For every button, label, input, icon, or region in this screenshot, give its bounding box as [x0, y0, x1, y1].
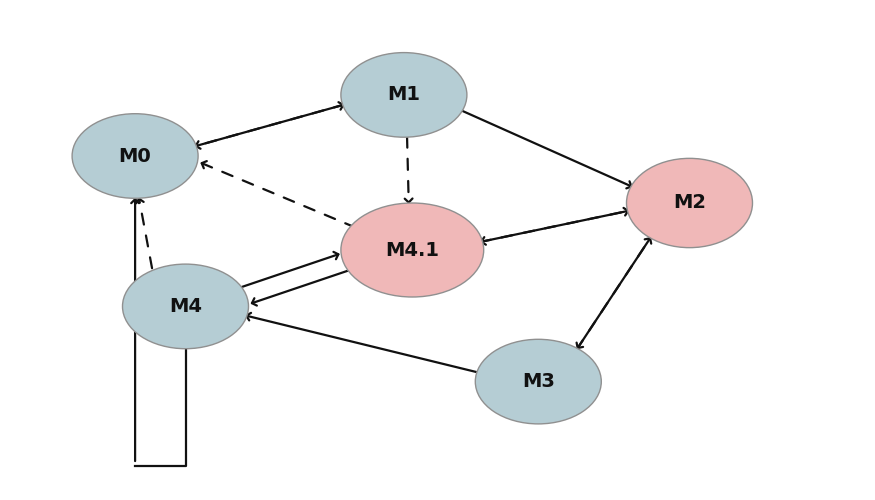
Text: M2: M2 [673, 194, 706, 212]
Text: M1: M1 [388, 86, 420, 104]
Ellipse shape [341, 203, 484, 297]
Text: M4.1: M4.1 [385, 240, 439, 260]
Ellipse shape [341, 52, 467, 137]
Text: M3: M3 [522, 372, 555, 391]
Ellipse shape [475, 340, 601, 424]
Text: M0: M0 [119, 146, 151, 166]
Text: M4: M4 [169, 297, 202, 316]
Ellipse shape [123, 264, 248, 348]
Ellipse shape [626, 158, 752, 248]
Ellipse shape [72, 114, 198, 198]
